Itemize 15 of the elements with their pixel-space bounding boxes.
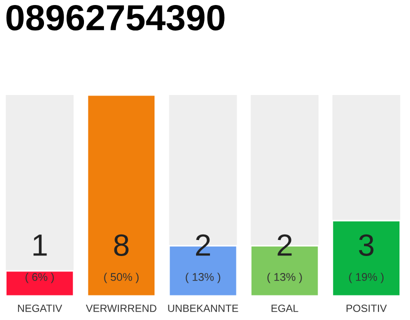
annotation: ( 13% ) — [267, 272, 302, 284]
x-tick-label: POSITIV — [346, 304, 387, 312]
x-tick-label: VERWIRREND — [86, 304, 156, 312]
data-label: 1 — [34, 234, 47, 256]
chart-title: 08962754390 — [6, 4, 224, 31]
annotation: ( 6% ) — [26, 272, 54, 284]
annotation: ( 19% ) — [349, 272, 384, 284]
annotation: ( 13% ) — [186, 272, 220, 284]
annotation: ( 50% ) — [104, 272, 139, 284]
data-label: 8 — [114, 234, 129, 256]
x-tick-label: UNBEKANNTE — [168, 304, 238, 312]
bar — [5, 270, 74, 296]
x-tick-label: EGAL — [272, 304, 298, 312]
data-label: 3 — [358, 234, 374, 256]
x-tick-label: NEGATIV — [18, 304, 62, 312]
